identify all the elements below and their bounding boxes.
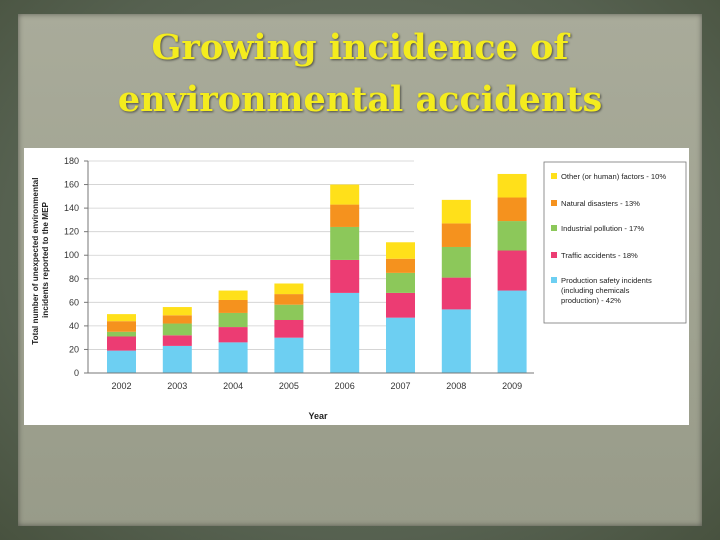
- bar-segment-2004-2: [218, 312, 248, 328]
- y-tick-label-7: 140: [64, 203, 79, 213]
- bar-segment-2006-2: [330, 226, 360, 260]
- bar-segment-2002-2: [107, 331, 136, 337]
- legend-label-0-2: production) - 42%: [561, 296, 621, 305]
- bar-segment-2007-4: [386, 242, 415, 259]
- y-tick-label-5: 100: [64, 250, 79, 260]
- y-axis-title: Total number of unexpected environmental…: [31, 175, 50, 345]
- bar-segment-2004-0: [218, 342, 248, 373]
- bar-segment-2005-0: [274, 337, 304, 373]
- bar-segment-2005-1: [274, 320, 304, 338]
- y-tick-label-9: 180: [64, 156, 79, 166]
- gridlines: [88, 160, 414, 350]
- x-tick-label-2004: 2004: [223, 381, 243, 391]
- bar-segment-2006-0: [330, 292, 360, 373]
- bar-segment-2006-4: [330, 184, 360, 205]
- bar-segment-2006-1: [330, 259, 360, 293]
- x-tick-label-2005: 2005: [279, 381, 299, 391]
- bar-segment-2009-3: [497, 197, 527, 222]
- bar-segment-2007-0: [386, 317, 415, 373]
- x-tick-label-2007: 2007: [390, 381, 410, 391]
- bar-segment-2004-4: [218, 290, 248, 300]
- bar-segment-2009-1: [497, 250, 527, 291]
- y-tick-label-8: 160: [64, 180, 79, 190]
- legend: Other (or human) factors - 10% Natural di…: [543, 161, 687, 324]
- bar-segment-2007-2: [386, 272, 415, 293]
- legend-box: [543, 161, 687, 324]
- bar-segment-2008-4: [441, 199, 471, 224]
- bar-segment-2008-2: [441, 246, 471, 278]
- y-tick-label-0: 0: [74, 368, 79, 378]
- bar-segment-2006-3: [330, 204, 360, 227]
- legend-label-0-0: Production safety incidents: [561, 276, 652, 285]
- y-tick-label-3: 60: [69, 297, 79, 307]
- x-tick-label-2009: 2009: [502, 381, 522, 391]
- y-tick-label-6: 120: [64, 227, 79, 237]
- bar-segment-2007-3: [386, 258, 415, 273]
- legend-swatch-1: [551, 252, 557, 258]
- bar-segment-2005-3: [274, 294, 304, 305]
- x-tick-label-2003: 2003: [167, 381, 187, 391]
- x-axis-title: Year: [308, 411, 328, 421]
- bar-segment-2008-3: [441, 223, 471, 247]
- bar-segment-2005-2: [274, 304, 304, 320]
- y-tick-label-2: 40: [69, 321, 79, 331]
- y-axis-title-line-1: Total number of unexpected environmental: [31, 178, 40, 345]
- stacked-bar-chart: 0 20 40 60 80 100 120 140 160 180 2002 2003 2004 2005…: [31, 156, 687, 421]
- bar-segment-2002-1: [107, 336, 136, 351]
- bar-segment-2007-1: [386, 292, 415, 318]
- legend-label-1-0: Traffic accidents - 18%: [561, 251, 638, 260]
- legend-swatch-3: [551, 200, 557, 206]
- bar-segment-2002-0: [107, 350, 136, 373]
- bar-segment-2009-2: [497, 221, 527, 251]
- bars: [107, 173, 527, 373]
- bar-segment-2003-1: [162, 335, 192, 346]
- bar-segment-2009-0: [497, 290, 527, 373]
- x-tick-label-2002: 2002: [111, 381, 131, 391]
- bar-segment-2003-2: [162, 323, 192, 336]
- axes: 0 20 40 60 80 100 120 140 160 180 2002 2003 2004 2005…: [64, 156, 534, 391]
- bar-segment-2008-1: [441, 277, 471, 310]
- x-tick-label-2008: 2008: [446, 381, 466, 391]
- bar-segment-2002-4: [107, 314, 136, 322]
- legend-label-0-1: (including chemicals: [561, 286, 630, 295]
- chart-container: 0 20 40 60 80 100 120 140 160 180 2002 2003 2004 2005…: [24, 148, 689, 425]
- bar-segment-2005-4: [274, 283, 304, 295]
- legend-label-2-0: Industrial pollution - 17%: [561, 224, 644, 233]
- legend-swatch-2: [551, 225, 557, 231]
- bar-segment-2009-4: [497, 173, 527, 198]
- y-tick-label-4: 80: [69, 274, 79, 284]
- bar-segment-2003-4: [162, 307, 192, 316]
- x-tick-label-2006: 2006: [335, 381, 355, 391]
- bar-segment-2004-1: [218, 327, 248, 343]
- y-axis-title-line-2: incidents reported to the MEP: [41, 201, 50, 318]
- legend-label-4-0: Other (or human) factors - 10%: [561, 172, 666, 181]
- bar-segment-2003-3: [162, 315, 192, 324]
- bar-segment-2003-0: [162, 345, 192, 373]
- legend-label-3-0: Natural disasters - 13%: [561, 199, 640, 208]
- legend-swatch-4: [551, 173, 557, 179]
- bar-segment-2002-3: [107, 321, 136, 332]
- y-tick-label-1: 20: [69, 344, 79, 354]
- slide-title: Growing incidence of environmental accid…: [117, 27, 603, 120]
- bar-segment-2004-3: [218, 299, 248, 313]
- legend-swatch-0: [551, 277, 557, 283]
- bar-segment-2008-0: [441, 309, 471, 373]
